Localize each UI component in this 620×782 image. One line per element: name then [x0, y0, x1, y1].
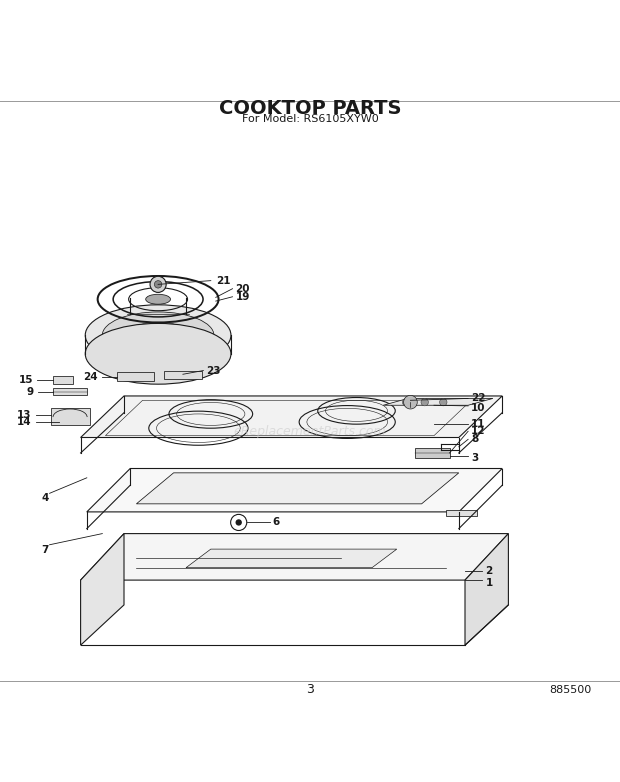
Text: 885500: 885500 [549, 685, 591, 695]
Text: 6: 6 [273, 518, 280, 527]
Text: 20: 20 [236, 284, 250, 294]
Circle shape [402, 399, 410, 406]
Polygon shape [186, 549, 397, 568]
Circle shape [440, 399, 447, 406]
Ellipse shape [86, 305, 231, 365]
Circle shape [404, 396, 417, 409]
Circle shape [421, 399, 428, 406]
Text: COOKTOP PARTS: COOKTOP PARTS [219, 99, 401, 118]
Ellipse shape [127, 322, 189, 348]
Text: 21: 21 [216, 275, 230, 285]
Text: 14: 14 [16, 417, 31, 427]
Polygon shape [465, 533, 508, 645]
Text: 7: 7 [42, 545, 49, 554]
Text: 24: 24 [83, 371, 98, 382]
Ellipse shape [86, 324, 231, 384]
Polygon shape [136, 473, 459, 504]
Text: 22: 22 [471, 393, 485, 404]
Polygon shape [164, 371, 202, 378]
Text: 3: 3 [471, 453, 479, 463]
Polygon shape [81, 396, 502, 437]
Text: 10: 10 [471, 403, 485, 413]
Text: eReplacementParts.com: eReplacementParts.com [234, 425, 386, 438]
Polygon shape [51, 408, 90, 425]
Ellipse shape [146, 294, 170, 304]
Text: 13: 13 [17, 410, 31, 420]
Polygon shape [446, 510, 477, 516]
Text: 23: 23 [206, 365, 221, 375]
Ellipse shape [102, 312, 214, 358]
Polygon shape [53, 376, 73, 383]
Text: 12: 12 [471, 426, 485, 436]
Polygon shape [383, 399, 493, 405]
Polygon shape [81, 533, 508, 580]
Circle shape [150, 276, 166, 292]
Text: 8: 8 [471, 434, 479, 444]
Polygon shape [53, 388, 87, 396]
Text: For Model: RS6105XYW0: For Model: RS6105XYW0 [242, 114, 378, 124]
Text: 4: 4 [42, 493, 49, 503]
Circle shape [154, 281, 162, 288]
Polygon shape [87, 468, 502, 512]
Text: 19: 19 [236, 292, 250, 302]
Text: 11: 11 [471, 419, 485, 429]
Text: 9: 9 [27, 386, 34, 396]
Polygon shape [117, 372, 154, 381]
Polygon shape [415, 448, 450, 458]
Text: 2: 2 [485, 566, 493, 576]
Text: 1: 1 [485, 578, 493, 588]
Circle shape [236, 520, 241, 525]
Text: 3: 3 [306, 683, 314, 696]
Text: 15: 15 [19, 375, 33, 385]
Polygon shape [81, 533, 124, 645]
